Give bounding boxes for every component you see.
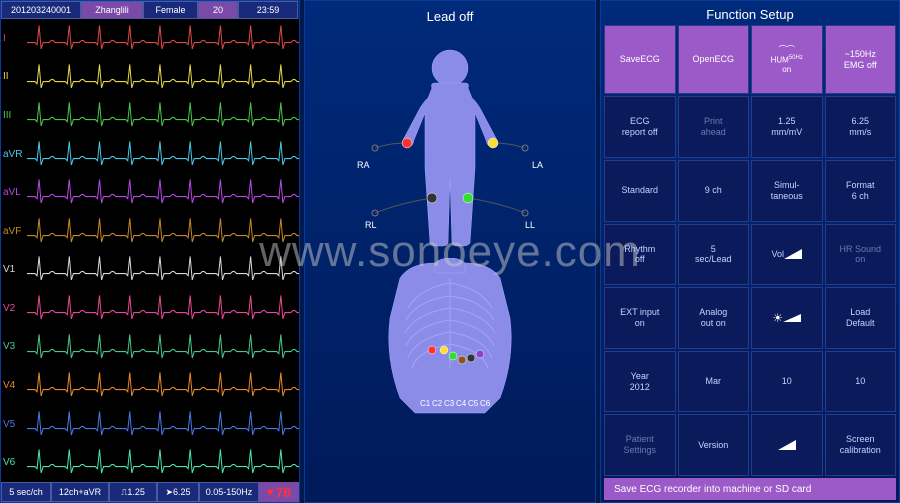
heart-icon: ♥: [267, 485, 274, 499]
lead-off-title: Lead off: [305, 1, 595, 28]
func-button-7[interactable]: 6.25 mm/s: [825, 96, 897, 158]
func-button-1[interactable]: OpenECG: [678, 25, 750, 94]
limb-lead-figure: RA LA RL LL: [305, 28, 595, 248]
body-diagram: [350, 28, 550, 248]
waveform-row-V4: V4: [1, 366, 299, 405]
func-button-12[interactable]: Rhythm off: [604, 224, 676, 286]
func-button-20[interactable]: Year 2012: [604, 351, 676, 413]
time-display: 23:59: [238, 1, 298, 19]
lead-label-V4: V4: [1, 380, 27, 391]
func-button-9[interactable]: 9 ch: [678, 160, 750, 222]
la-label: LA: [532, 160, 543, 170]
func-button-25[interactable]: Version: [678, 414, 750, 476]
ecg-waveform-panel: 201203240001 Zhanglili Female 20 23:59 I…: [0, 0, 300, 503]
func-button-19[interactable]: Load Default: [825, 287, 897, 349]
lead-label-aVL: aVL: [1, 187, 27, 198]
func-button-26[interactable]: [751, 414, 823, 476]
waveform-area: IIIIIIaVRaVLaVFV1V2V3V4V5V6: [1, 19, 299, 482]
func-button-13[interactable]: 5 sec/Lead: [678, 224, 750, 286]
waveform-row-aVF: aVF: [1, 212, 299, 251]
svg-text:C5: C5: [468, 399, 479, 408]
save-status-bar: Save ECG recorder into machine or SD car…: [604, 478, 896, 500]
svg-text:C2: C2: [432, 399, 443, 408]
func-button-15[interactable]: HR Sound on: [825, 224, 897, 286]
waveform-row-V5: V5: [1, 405, 299, 444]
lead-label-I: I: [1, 33, 27, 44]
lead-label-aVF: aVF: [1, 226, 27, 237]
svg-text:C1: C1: [420, 399, 431, 408]
heart-rate-value: 76: [276, 484, 292, 500]
lead-label-V2: V2: [1, 303, 27, 314]
lead-label-III: III: [1, 110, 27, 121]
func-button-17[interactable]: Analog out on: [678, 287, 750, 349]
waveform-row-II: II: [1, 58, 299, 97]
func-button-3[interactable]: ~150Hz EMG off: [825, 25, 897, 94]
lead-label-V3: V3: [1, 341, 27, 352]
waveform-row-III: III: [1, 96, 299, 135]
func-button-27[interactable]: Screen calibration: [825, 414, 897, 476]
waveform-row-V3: V3: [1, 328, 299, 367]
func-button-6[interactable]: 1.25 mm/mV: [751, 96, 823, 158]
func-button-8[interactable]: Standard: [604, 160, 676, 222]
function-setup-panel: Function Setup SaveECGOpenECG⌒⌒HUM50Hzon…: [600, 0, 900, 503]
waveform-row-I: I: [1, 19, 299, 58]
lead-placement-panel: Lead off RA LA RL LL: [304, 0, 596, 503]
torso-diagram: C1C2C3C4C5C6: [360, 258, 540, 418]
ra-label: RA: [357, 160, 370, 170]
svg-text:C4: C4: [456, 399, 467, 408]
waveform-row-aVR: aVR: [1, 135, 299, 174]
func-button-5[interactable]: Print ahead: [678, 96, 750, 158]
svg-text:C6: C6: [480, 399, 491, 408]
lead-label-V5: V5: [1, 419, 27, 430]
recording-params-bar: 5 sec/ch 12ch+aVR ⎍ 1.25 ➤6.25 0.05-150H…: [1, 482, 299, 502]
patient-age: 20: [198, 1, 238, 19]
function-button-grid: SaveECGOpenECG⌒⌒HUM50Hzon~150Hz EMG off E…: [601, 25, 899, 476]
patient-id: 201203240001: [1, 1, 81, 19]
func-button-14[interactable]: Vol: [751, 224, 823, 286]
patient-info-bar: 201203240001 Zhanglili Female 20 23:59: [1, 1, 299, 19]
func-button-22[interactable]: 10: [751, 351, 823, 413]
waveform-row-V1: V1: [1, 250, 299, 289]
speed-cell[interactable]: 5 sec/ch: [1, 482, 51, 502]
heart-rate-cell: ♥ 76: [259, 482, 299, 502]
gain-cell[interactable]: ⎍ 1.25: [109, 482, 157, 502]
waveform-row-aVL: aVL: [1, 173, 299, 212]
waveform-row-V6: V6: [1, 443, 299, 482]
filter-cell[interactable]: 0.05-150Hz: [199, 482, 259, 502]
lead-label-aVR: aVR: [1, 149, 27, 160]
func-button-24[interactable]: Patient Settings: [604, 414, 676, 476]
func-button-23[interactable]: 10: [825, 351, 897, 413]
func-button-2[interactable]: ⌒⌒HUM50Hzon: [751, 25, 823, 94]
cal-cell[interactable]: ➤6.25: [157, 482, 199, 502]
svg-text:C3: C3: [444, 399, 455, 408]
func-button-21[interactable]: Mar: [678, 351, 750, 413]
func-button-11[interactable]: Format 6 ch: [825, 160, 897, 222]
lead-label-V1: V1: [1, 264, 27, 275]
lead-label-II: II: [1, 71, 27, 82]
waveform-row-V2: V2: [1, 289, 299, 328]
chest-lead-figure: C1C2C3C4C5C6: [305, 258, 595, 418]
func-button-4[interactable]: ECG report off: [604, 96, 676, 158]
function-setup-title: Function Setup: [601, 1, 899, 25]
patient-name: Zhanglili: [81, 1, 143, 19]
mode-cell[interactable]: 12ch+aVR: [51, 482, 109, 502]
func-button-16[interactable]: EXT input on: [604, 287, 676, 349]
func-button-18[interactable]: ☀: [751, 287, 823, 349]
func-button-0[interactable]: SaveECG: [604, 25, 676, 94]
patient-sex: Female: [143, 1, 198, 19]
func-button-10[interactable]: Simul- taneous: [751, 160, 823, 222]
rl-label: RL: [365, 220, 377, 230]
ll-label: LL: [525, 220, 535, 230]
lead-label-V6: V6: [1, 457, 27, 468]
